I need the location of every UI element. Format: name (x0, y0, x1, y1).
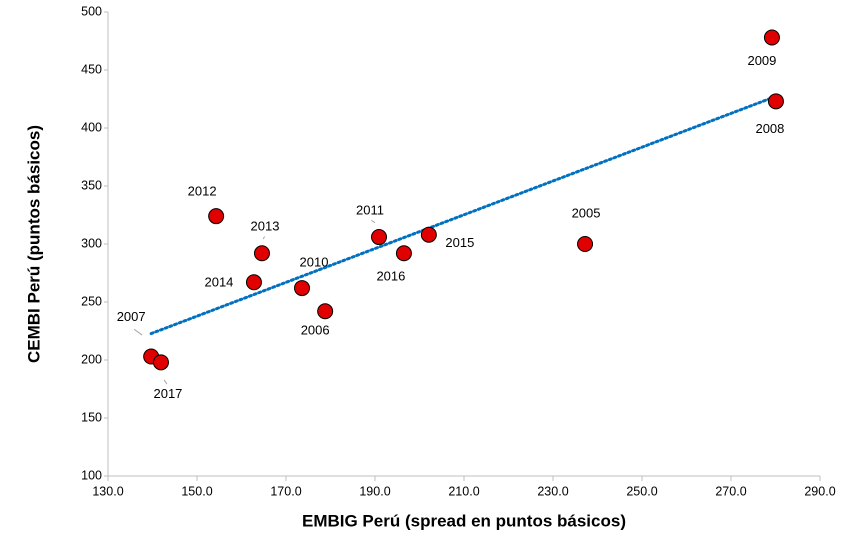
y-tick-label: 400 (81, 120, 102, 134)
point-label: 2008 (755, 121, 784, 136)
trendline (149, 94, 778, 336)
scatter-point (395, 245, 412, 262)
scatter-point (317, 303, 334, 320)
leader-line (262, 236, 265, 240)
scatter-point (152, 354, 169, 371)
y-tick-label: 300 (81, 236, 102, 250)
scatter-point (577, 236, 594, 252)
point-label: 2010 (300, 255, 329, 270)
point-label: 2017 (153, 386, 182, 401)
y-tick-label: 100 (81, 468, 102, 482)
point-label: 2006 (301, 323, 330, 338)
leader-line (371, 219, 376, 224)
point-label: 2005 (572, 205, 601, 220)
x-axis-title: EMBIG Perú (spread en puntos básicos) (302, 511, 626, 530)
point-label: 2014 (204, 275, 233, 290)
x-tick-label: 130.0 (92, 484, 123, 498)
y-tick-label: 450 (81, 62, 102, 76)
x-tick-label: 170.0 (270, 484, 301, 498)
point-label: 2013 (251, 219, 280, 234)
point-label: 2012 (188, 184, 217, 199)
scatter-point (245, 274, 262, 291)
y-tick-label: 250 (81, 294, 102, 308)
y-tick-label: 200 (81, 352, 102, 366)
x-tick-label: 210.0 (448, 484, 479, 498)
x-tick-label: 150.0 (181, 484, 212, 498)
leader-line (133, 328, 143, 336)
point-label: 2015 (445, 235, 474, 250)
leader-line (163, 379, 168, 385)
y-tick-label: 150 (81, 410, 102, 424)
y-tick-label: 500 (81, 4, 102, 18)
scatter-point (371, 229, 388, 246)
x-tick-label: 270.0 (715, 484, 746, 498)
scatter-point (253, 245, 270, 262)
point-label: 2007 (117, 309, 146, 324)
y-tick-label: 350 (81, 178, 102, 192)
x-tick-label: 230.0 (537, 484, 568, 498)
scatter-point (767, 93, 784, 110)
point-label: 2016 (376, 269, 405, 284)
x-tick-label: 190.0 (359, 484, 390, 498)
point-label: 2011 (356, 202, 384, 217)
scatter-point (763, 29, 780, 46)
y-axis-title: CEMBI Perú (puntos básicos) (24, 125, 43, 363)
x-tick-label: 290.0 (804, 484, 835, 498)
scatter-point (208, 208, 225, 225)
scatter-point (294, 280, 311, 297)
x-tick-label: 250.0 (626, 484, 657, 498)
point-label: 2009 (747, 53, 776, 68)
scatter-point (420, 226, 437, 243)
